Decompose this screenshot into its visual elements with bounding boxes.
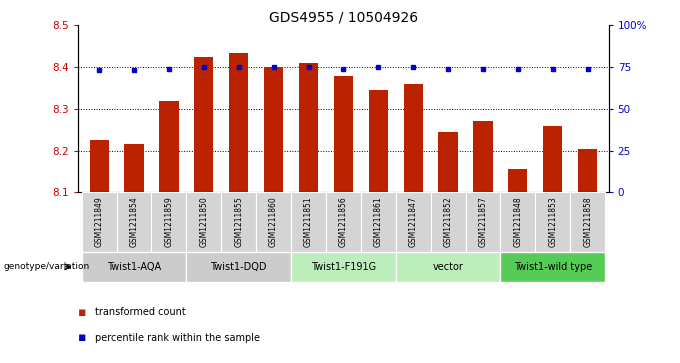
Text: genotype/variation: genotype/variation [3,262,90,271]
Bar [159,101,179,192]
Bar [152,192,186,254]
Bar [186,192,221,254]
Bar [291,192,326,254]
Text: vector: vector [432,262,464,272]
Bar [535,192,571,254]
Text: transformed count: transformed count [95,307,186,317]
Bar [543,126,562,192]
Bar [186,252,291,282]
Text: GSM1211849: GSM1211849 [95,197,103,248]
Bar [571,192,605,254]
Bar [256,192,291,254]
Bar [299,63,318,192]
Bar [466,192,500,254]
Bar [221,192,256,254]
Bar [500,252,605,282]
Bar [334,76,353,192]
Text: GSM1211854: GSM1211854 [129,197,139,248]
Bar [124,144,143,192]
Bar [82,252,186,282]
Text: ▪: ▪ [78,306,87,319]
Text: GSM1211858: GSM1211858 [583,197,592,247]
Bar [82,192,116,254]
Text: Twist1-AQA: Twist1-AQA [107,262,161,272]
Bar [361,192,396,254]
Bar [578,148,597,192]
Text: GSM1211857: GSM1211857 [479,197,488,248]
Bar [500,192,535,254]
Text: Twist1-F191G: Twist1-F191G [311,262,376,272]
Text: Twist1-DQD: Twist1-DQD [211,262,267,272]
Bar [473,121,492,192]
Text: GSM1211847: GSM1211847 [409,197,418,248]
Text: GSM1211861: GSM1211861 [374,197,383,247]
Text: GSM1211853: GSM1211853 [548,197,558,248]
Bar [264,67,283,192]
Text: GSM1211859: GSM1211859 [165,197,173,248]
Bar [404,84,423,192]
Text: GSM1211856: GSM1211856 [339,197,348,248]
Text: Twist1-wild type: Twist1-wild type [513,262,592,272]
Bar [229,53,248,192]
Bar [508,170,528,192]
Text: GSM1211855: GSM1211855 [234,197,243,248]
Bar [396,192,430,254]
Bar [194,57,214,192]
Bar [439,132,458,192]
Text: GSM1211851: GSM1211851 [304,197,313,247]
Text: percentile rank within the sample: percentile rank within the sample [95,333,260,343]
Bar [291,252,396,282]
Bar [430,192,466,254]
Title: GDS4955 / 10504926: GDS4955 / 10504926 [269,10,418,24]
Text: ▪: ▪ [78,331,87,344]
Text: GSM1211852: GSM1211852 [443,197,453,247]
Bar [116,192,152,254]
Bar [326,192,361,254]
Bar [90,140,109,192]
Text: GSM1211848: GSM1211848 [513,197,522,247]
Text: GSM1211850: GSM1211850 [199,197,208,248]
Bar [369,90,388,192]
Bar [396,252,500,282]
Text: GSM1211860: GSM1211860 [269,197,278,248]
